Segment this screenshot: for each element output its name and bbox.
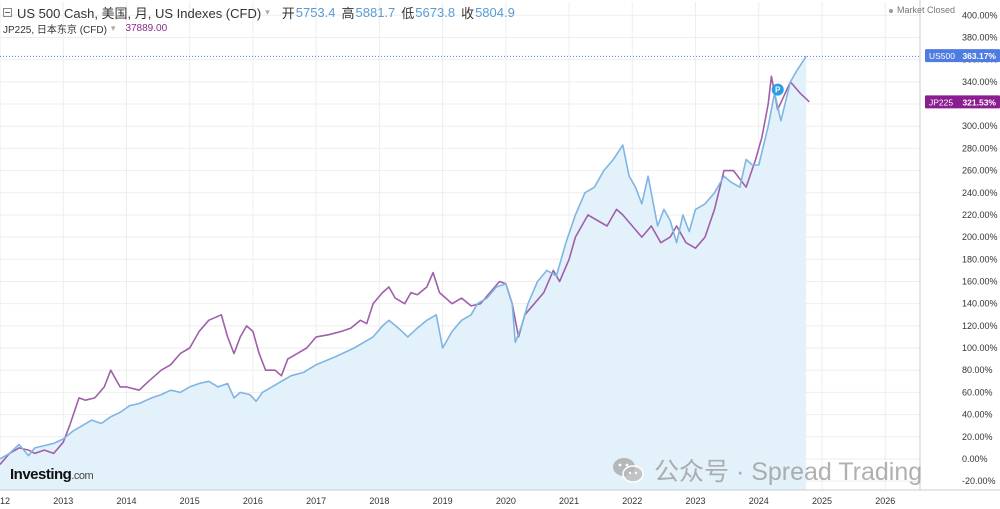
market-status: Market Closed <box>889 5 955 15</box>
y-tick-label: 240.00% <box>962 188 998 198</box>
y-tick-label: 140.00% <box>962 299 998 309</box>
x-tick-label: 2026 <box>875 496 895 506</box>
jp225-series-name: JP225 <box>929 97 953 107</box>
y-tick-label: 80.00% <box>962 365 993 375</box>
y-tick-label: 400.00% <box>962 10 998 20</box>
y-tick-label: 280.00% <box>962 143 998 153</box>
wechat-icon <box>613 458 644 483</box>
p-marker-label: P <box>775 86 781 95</box>
y-tick-label: 20.00% <box>962 432 993 442</box>
market-status-text: Market Closed <box>897 5 956 15</box>
x-tick-label: 2022 <box>622 496 642 506</box>
high-value: 5881.7 <box>355 5 396 20</box>
p-marker-icon <box>771 83 784 96</box>
jp225-line <box>0 75 810 466</box>
low-label: 低 <box>401 6 415 21</box>
y-tick-label: 40.00% <box>962 410 993 420</box>
jp225-price-label: JP225 321.53% <box>925 95 1000 109</box>
y-tick-label: 180.00% <box>962 254 998 264</box>
x-tick-label: 2025 <box>812 496 832 506</box>
logo-suffix: .com <box>71 470 94 482</box>
x-tick-label: 2014 <box>116 496 136 506</box>
chart-series <box>0 55 810 491</box>
y-tick-label: 120.00% <box>962 321 998 331</box>
close-label: 收 <box>461 6 475 21</box>
collapse-icon[interactable] <box>3 8 12 17</box>
chevron-down-icon[interactable]: ▾ <box>265 7 270 17</box>
jp225-last-value: 321.53% <box>962 97 996 107</box>
y-tick-label: 220.00% <box>962 210 998 220</box>
y-tick-label: 0.00% <box>962 454 988 464</box>
y-tick-label: 340.00% <box>962 77 998 87</box>
y-tick-label: 380.00% <box>962 32 998 42</box>
y-tick-label: 260.00% <box>962 166 998 176</box>
x-tick-label: 2012 <box>0 496 10 506</box>
x-tick-label: 2024 <box>749 496 769 506</box>
us500-title[interactable]: US 500 Cash, 美国, 月, US Indexes (CFD) <box>17 6 262 21</box>
x-tick-label: 2016 <box>243 496 263 506</box>
chevron-down-icon[interactable]: ▾ <box>110 23 116 33</box>
jp225-title[interactable]: JP225, 日本东京 (CFD) <box>3 25 107 36</box>
close-value: 5804.9 <box>475 5 515 20</box>
jp225-value: 37889.00 <box>125 23 168 34</box>
us500-last-value: 363.17% <box>962 51 996 61</box>
us500-area-fill <box>0 56 807 491</box>
y-tick-label: -20.00% <box>962 476 996 486</box>
y-tick-label: 160.00% <box>962 276 998 286</box>
jp225-price-label-bg <box>925 95 1000 109</box>
x-tick-label: 2021 <box>559 496 579 506</box>
watermark: 公众号 · Spread Trading <box>612 452 922 488</box>
status-dot-icon <box>889 8 893 13</box>
low-value: 5673.8 <box>415 5 456 20</box>
chart-price-labels: P US500 363.17% JP225 321.53% <box>0 49 1000 109</box>
us500-line <box>0 55 807 460</box>
y-tick-label: 200.00% <box>962 232 998 242</box>
x-tick-label: 2013 <box>53 496 73 506</box>
us500-series-name: US500 <box>929 51 955 61</box>
logo-text: Investing <box>10 466 72 483</box>
x-tick-label: 2020 <box>496 496 516 506</box>
y-tick-label: 60.00% <box>962 387 993 397</box>
open-label: 开 <box>281 6 295 21</box>
y-tick-label: 300.00% <box>962 121 998 131</box>
investing-logo: Investing.com <box>10 466 94 483</box>
x-tick-label: 2023 <box>686 496 706 506</box>
high-label: 高 <box>341 6 355 21</box>
us500-price-label: US500 363.17% <box>925 49 1000 63</box>
x-tick-label: 2015 <box>180 496 200 506</box>
legend-jp225: JP225, 日本东京 (CFD) ▾ 37889.00 <box>3 21 167 36</box>
legend-us500: US 500 Cash, 美国, 月, US Indexes (CFD) ▾ 开… <box>3 3 515 22</box>
x-tick-label: 2018 <box>369 496 389 506</box>
x-tick-label: 2019 <box>433 496 453 506</box>
open-value: 5753.4 <box>295 5 336 20</box>
y-tick-label: 100.00% <box>962 343 998 353</box>
watermark-text: 公众号 · Spread Trading <box>654 458 923 486</box>
us500-price-label-bg <box>925 49 1000 63</box>
x-tick-label: 2017 <box>306 496 326 506</box>
